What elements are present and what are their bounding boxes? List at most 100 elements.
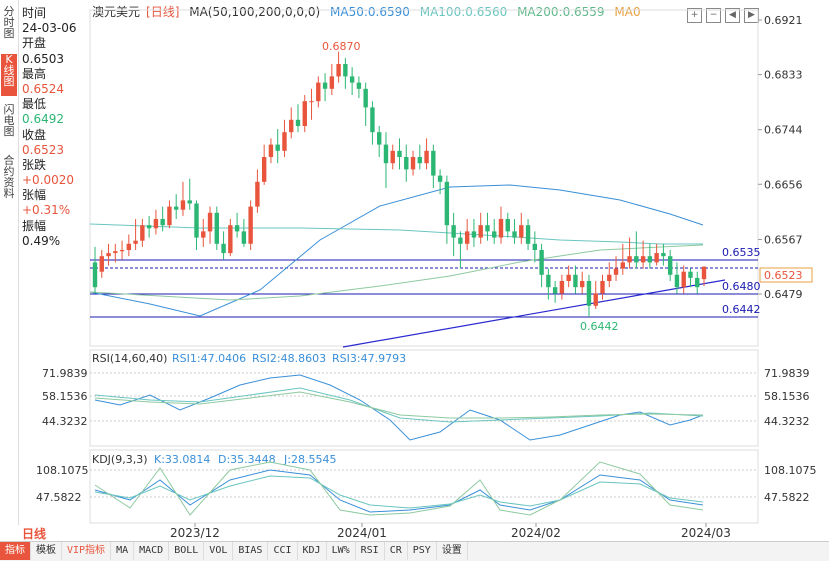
level-label: 0.6442 — [722, 303, 761, 316]
tab-flash[interactable]: 闪电图 — [3, 103, 15, 138]
chart-canvas[interactable]: 0.6921 0.6833 0.6744 0.6656 0.6567 0.6479 0.65… — [0, 0, 829, 541]
candle-body — [654, 253, 659, 263]
candle-body — [322, 82, 328, 89]
candle-body — [370, 107, 375, 133]
current-price-box — [759, 267, 813, 283]
indicator-tab-7[interactable]: BIAS — [233, 542, 269, 560]
kdj-axis-left: 108.1075 — [36, 464, 89, 477]
candle-body — [695, 277, 700, 288]
candle-body — [586, 280, 592, 306]
tab-contract[interactable]: 合约资料 — [3, 154, 15, 200]
ma100-value: MA100:0.6560 — [419, 5, 508, 19]
close-value: 0.6523 — [22, 142, 64, 157]
amp-label: 振幅 — [22, 218, 47, 233]
ma200-line — [89, 244, 704, 301]
indicator-tab-2[interactable]: VIP指标 — [62, 542, 112, 560]
level-label: 0.6535 — [722, 246, 761, 259]
candle-body — [627, 256, 632, 263]
tab-kline[interactable]: K线图 — [1, 54, 17, 96]
rsi-axis-right: 58.1536 — [764, 390, 810, 403]
indicator-tab-14[interactable]: 设置 — [437, 542, 468, 560]
candle-body — [113, 251, 118, 254]
candle-body — [634, 256, 639, 263]
candle-body — [410, 157, 416, 170]
candle-body — [512, 231, 517, 238]
time-value: 24-03-06 — [22, 21, 77, 36]
candle-body — [444, 181, 450, 226]
ma0-value: MA0 — [614, 5, 641, 19]
candle-body — [92, 262, 98, 288]
ma50-line — [89, 184, 704, 317]
candle-body — [289, 119, 294, 133]
indicator-tab-6[interactable]: VOL — [204, 542, 234, 560]
candle-body — [661, 253, 666, 257]
candle-body — [559, 280, 565, 294]
zoom-out-icon[interactable]: − — [706, 8, 721, 23]
price-tick-label: 0.6833 — [764, 69, 803, 82]
candle-body — [140, 225, 145, 241]
price-pane-frame — [89, 9, 759, 347]
candle-body — [99, 256, 104, 272]
indicator-tab-4[interactable]: MACD — [134, 542, 170, 560]
indicator-tab-1[interactable]: 模板 — [31, 542, 62, 560]
high-label: 最高 — [22, 66, 47, 81]
candle-body — [180, 200, 186, 210]
indicator-tab-8[interactable]: CCI — [268, 542, 298, 560]
kdj-d-value: D:35.3448 — [218, 453, 276, 466]
candle-body — [525, 225, 531, 244]
low-value: 0.6492 — [22, 112, 64, 127]
indicator-tab-12[interactable]: CR — [385, 542, 408, 560]
x-axis-label: 2024/03 — [681, 526, 731, 540]
candle-body — [153, 218, 159, 229]
candle-body — [498, 218, 504, 238]
candle-body — [566, 274, 571, 281]
candle-body — [316, 82, 321, 102]
candle-body — [349, 76, 355, 83]
rsi-axis-left: 44.3232 — [42, 415, 88, 428]
indicator-tab-0[interactable]: 指标 — [0, 542, 31, 560]
candle-body — [505, 218, 510, 232]
low-marker-label: 0.6442 — [580, 320, 619, 333]
candle-body — [485, 225, 490, 232]
indicator-tab-13[interactable]: PSY — [408, 542, 437, 560]
candle-body — [363, 88, 368, 108]
change-value: +0.0020 — [22, 173, 75, 188]
candle-body — [404, 157, 409, 170]
scroll-left-icon[interactable]: ◀ — [725, 8, 740, 23]
candle-body — [221, 243, 226, 254]
candle-body — [187, 200, 192, 204]
x-axis-label: 2024/01 — [337, 526, 387, 540]
candle-body — [207, 212, 213, 232]
candle-body — [620, 262, 625, 269]
quote-info-panel: 时间 24-03-06 开盘 0.6503 最高 0.6524 最低 0.649… — [22, 6, 86, 249]
candle-body — [613, 268, 619, 275]
rsi2-line — [94, 387, 704, 423]
kdj-j-line — [94, 461, 704, 516]
candle-body — [146, 225, 152, 229]
indicator-tab-10[interactable]: LW% — [327, 542, 356, 560]
candle-body — [268, 144, 274, 157]
candle-body — [431, 150, 436, 176]
candle-body — [336, 64, 341, 77]
candle-body — [174, 206, 179, 210]
tab-timeshare[interactable]: 分时图 — [3, 5, 15, 40]
candle-body — [539, 249, 544, 275]
candle-body — [255, 181, 260, 207]
indicator-tab-9[interactable]: KDJ — [298, 542, 327, 560]
rsi-axis-left: 58.1536 — [42, 390, 88, 403]
indicator-tab-5[interactable]: BOLL — [169, 542, 205, 560]
price-tick-label: 0.6921 — [764, 14, 803, 27]
candle-body — [133, 240, 138, 244]
candle-body — [647, 256, 653, 263]
period-selector[interactable]: 日线 — [22, 527, 47, 541]
ma-setting-label[interactable]: MA(50,100,200,0,0,0) — [189, 5, 321, 19]
x-axis-label: 2024/02 — [511, 526, 561, 540]
indicator-tab-3[interactable]: MA — [111, 542, 135, 560]
candle-body — [343, 64, 348, 77]
price-tick-label: 0.6567 — [764, 233, 803, 246]
zoom-in-icon[interactable]: + — [687, 8, 702, 23]
indicator-tab-11[interactable]: RSI — [356, 542, 385, 560]
level-label: 0.6480 — [722, 280, 761, 293]
bottom-indicator-bar: 指标 模板 VIP指标 MA MACD BOLL VOL BIAS CCI KDJ LW% RSI CR… — [0, 541, 829, 561]
pct-value: +0.31% — [22, 203, 71, 218]
